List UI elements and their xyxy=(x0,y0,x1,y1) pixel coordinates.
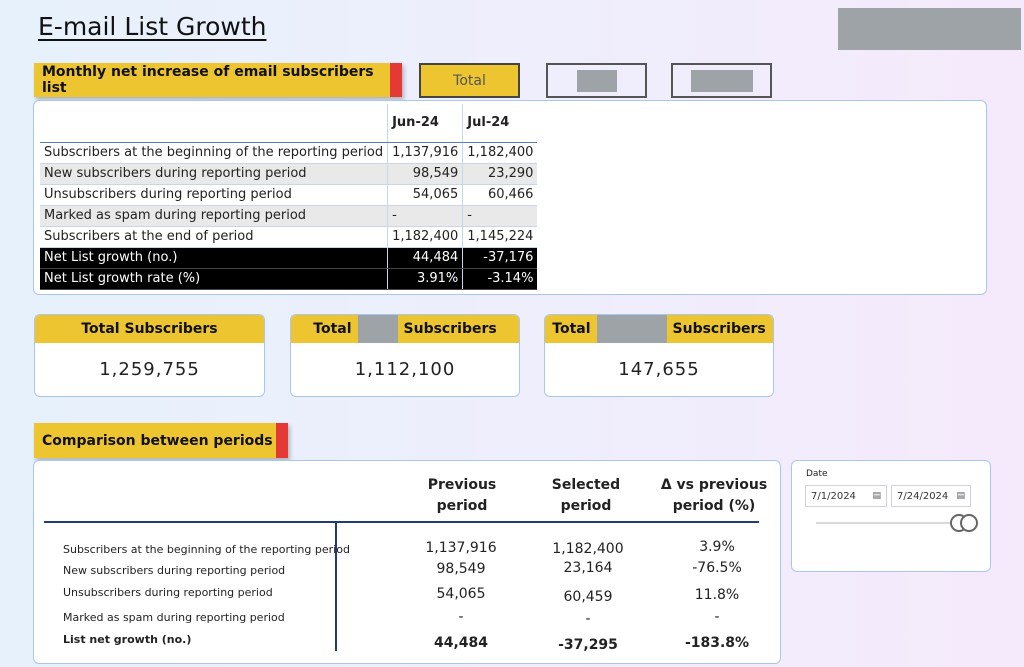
end-date-input[interactable]: 7/24/2024 ▤ xyxy=(891,485,971,507)
header-accent-bar xyxy=(390,63,402,97)
row-label: Subscribers at the end of period xyxy=(40,226,388,248)
header-divider xyxy=(44,521,759,523)
kpi-title-text: Total Subscribers xyxy=(81,321,218,337)
table-row: Subscribers at the end of period 1,182,4… xyxy=(40,226,538,248)
date-range-track[interactable] xyxy=(816,522,966,524)
comparison-section-title: Comparison between periods xyxy=(42,432,273,449)
column-header-jun: Jun-24 xyxy=(387,104,463,143)
cell-previous: 54,065 xyxy=(436,586,486,602)
comparison-section-header: Comparison between periods xyxy=(34,423,288,458)
kpi-value: 1,112,100 xyxy=(354,359,456,380)
monthly-section-header: Monthly net increase of email subscriber… xyxy=(34,63,402,97)
cell-selected: 1,182,400 xyxy=(552,541,624,557)
comparison-row-label: New subscribers during reporting period xyxy=(63,564,286,577)
total-filter-label: Total xyxy=(453,72,486,89)
filter-button-2[interactable] xyxy=(546,63,647,98)
kpi-value: 1,259,755 xyxy=(99,359,200,380)
cell-selected: - xyxy=(585,611,591,627)
redacted-label xyxy=(690,69,753,92)
cell-jul: -37,176 xyxy=(462,247,538,269)
kpi-value: 147,655 xyxy=(618,359,700,380)
table-row: Unsubscribers during reporting period 54… xyxy=(40,184,538,206)
kpi-title-suffix: Subscribers xyxy=(672,321,766,337)
cell-previous: 1,137,916 xyxy=(425,540,497,556)
column-header-jul: Jul-24 xyxy=(462,104,538,143)
cell-jul: -3.14% xyxy=(462,268,538,290)
start-date-value: 7/1/2024 xyxy=(811,490,856,502)
total-filter-button[interactable]: Total xyxy=(419,63,520,98)
column-header-delta: Δ vs previous period (%) xyxy=(660,477,768,514)
kpi-title-suffix: Subscribers xyxy=(403,321,497,337)
calendar-icon[interactable]: ▤ xyxy=(956,491,965,501)
monthly-table: Jun-24 Jul-24 Subscribers at the beginni… xyxy=(40,104,538,290)
cell-jun: 44,484 xyxy=(387,247,463,269)
table-row-highlight: Net List growth (no.) 44,484 -37,176 xyxy=(40,247,538,269)
kpi-card-title: Total Subscribers xyxy=(35,315,264,343)
comparison-row-label: Unsubscribers during reporting period xyxy=(63,586,273,599)
range-handle-end[interactable] xyxy=(960,514,978,532)
row-label: Subscribers at the beginning of the repo… xyxy=(40,142,388,164)
comparison-row-label: Marked as spam during reporting period xyxy=(63,611,285,624)
kpi-title-prefix: Total xyxy=(313,321,352,337)
cell-jun: 3.91% xyxy=(387,268,463,290)
column-header-previous: Previous period xyxy=(427,477,497,514)
calendar-icon[interactable]: ▤ xyxy=(872,491,881,501)
page-title: E-mail List Growth xyxy=(38,12,267,41)
cell-jul: 1,145,224 xyxy=(462,226,538,248)
table-row-highlight: Net List growth rate (%) 3.91% -3.14% xyxy=(40,268,538,290)
kpi-card-title: Total Subscribers xyxy=(291,315,519,343)
cell-delta: 3.9% xyxy=(699,539,735,555)
table-header-row: Jun-24 Jul-24 xyxy=(40,104,538,143)
cell-jun: 1,182,400 xyxy=(387,226,463,248)
cell-jun: 1,137,916 xyxy=(387,142,463,164)
comparison-panel: Previous period Selected period Δ vs pre… xyxy=(33,460,781,664)
end-date-value: 7/24/2024 xyxy=(897,490,949,502)
date-slicer: Date 7/1/2024 ▤ 7/24/2024 ▤ xyxy=(791,460,991,572)
monthly-table-panel: Jun-24 Jul-24 Subscribers at the beginni… xyxy=(33,100,987,295)
row-label: New subscribers during reporting period xyxy=(40,163,388,185)
kpi-card-total-subscribers: Total Subscribers 1,259,755 xyxy=(34,314,265,397)
redacted-label xyxy=(357,315,398,343)
row-label: Unsubscribers during reporting period xyxy=(40,184,388,206)
start-date-input[interactable]: 7/1/2024 ▤ xyxy=(805,485,887,507)
monthly-section-title: Monthly net increase of email subscriber… xyxy=(42,64,374,96)
cell-previous: 44,484 xyxy=(433,635,489,651)
filter-button-3[interactable] xyxy=(671,63,772,98)
table-row: Marked as spam during reporting period -… xyxy=(40,205,538,227)
cell-selected: 60,459 xyxy=(563,589,613,605)
table-row: New subscribers during reporting period … xyxy=(40,163,538,185)
cell-jun: - xyxy=(387,205,463,227)
cell-jun: 98,549 xyxy=(387,163,463,185)
cell-jul: 23,290 xyxy=(462,163,538,185)
cell-jul: - xyxy=(462,205,538,227)
comparison-row-label: Subscribers at the beginning of the repo… xyxy=(63,543,350,556)
cell-delta: -183.8% xyxy=(684,635,750,651)
row-label: Net List growth (no.) xyxy=(40,247,388,269)
cell-jul: 1,182,400 xyxy=(462,142,538,164)
kpi-card-title: Total Subscribers xyxy=(545,315,773,343)
table-row: Subscribers at the beginning of the repo… xyxy=(40,142,538,164)
kpi-card-segment-1: Total Subscribers 1,112,100 xyxy=(290,314,520,397)
date-slicer-title: Date xyxy=(806,469,828,479)
comparison-row-label: List net growth (no.) xyxy=(63,633,192,646)
kpi-title-prefix: Total xyxy=(552,321,591,337)
cell-jul: 60,466 xyxy=(462,184,538,206)
cell-selected: 23,164 xyxy=(563,560,613,576)
redacted-logo xyxy=(838,8,1021,50)
cell-delta: -76.5% xyxy=(692,560,742,576)
kpi-card-segment-2: Total Subscribers 147,655 xyxy=(544,314,774,397)
redacted-label xyxy=(576,69,617,92)
cell-selected: -37,295 xyxy=(558,637,618,653)
cell-delta: - xyxy=(714,609,720,625)
cell-jun: 54,065 xyxy=(387,184,463,206)
cell-delta: 11.8% xyxy=(694,587,740,603)
column-divider xyxy=(335,521,337,651)
header-accent-bar xyxy=(276,423,288,458)
cell-previous: 98,549 xyxy=(436,561,486,577)
redacted-label xyxy=(596,315,667,343)
cell-previous: - xyxy=(458,609,464,625)
row-label: Net List growth rate (%) xyxy=(40,268,388,290)
column-header-selected: Selected period xyxy=(551,477,621,514)
row-label: Marked as spam during reporting period xyxy=(40,205,388,227)
